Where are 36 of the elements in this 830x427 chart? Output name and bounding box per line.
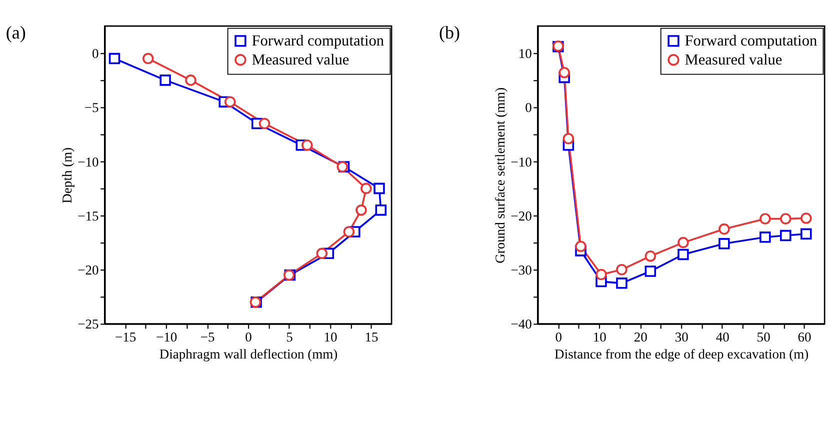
x-tick-label: 10 [324,329,338,344]
y-tick-label: 0 [92,46,100,62]
y-tick-label: 10 [518,46,532,62]
y-axis-title: Ground surface settlement (mm) [492,87,508,264]
legend-label: Forward computation [684,32,818,50]
y-tick-label: −5 [84,100,100,116]
legend-label: Measured value [252,51,350,68]
x-tick-label: −10 [156,329,178,344]
x-axis-title: Distance from the edge of deep excavation (m) [554,346,809,362]
y-tick-label: −25 [78,316,100,332]
x-tick-label: 0 [555,329,562,344]
x-axis-title: Diaphragm wall deflection (mm) [159,346,338,362]
x-tick-label: −5 [200,329,215,344]
y-tick-label: −10 [78,154,100,170]
y-tick-label: −40 [510,316,532,332]
y-tick-label: −10 [510,154,532,170]
chart-title: (b) [438,22,460,43]
x-tick-label: 5 [286,329,294,344]
chart-title: (a) [6,22,26,43]
y-tick-label: −20 [78,262,100,278]
x-tick-label: 30 [674,329,689,344]
x-tick-label: 15 [364,329,378,344]
x-tick-label: 40 [716,329,730,344]
y-tick-label: 0 [525,100,532,116]
x-tick-label: 60 [798,329,812,344]
legend-label: Forward computation [252,32,384,50]
x-tick-label: 0 [245,329,252,344]
x-tick-label: 10 [592,329,607,344]
y-axis-title: Depth (m) [59,147,74,204]
y-tick-label: −20 [510,208,532,224]
y-tick-label: −30 [510,262,532,278]
x-tick-label: 20 [634,329,648,344]
x-tick-label: −15 [115,329,136,344]
x-tick-label: 50 [756,329,771,344]
legend-label: Measured value [684,51,782,68]
y-tick-label: −15 [78,208,100,224]
